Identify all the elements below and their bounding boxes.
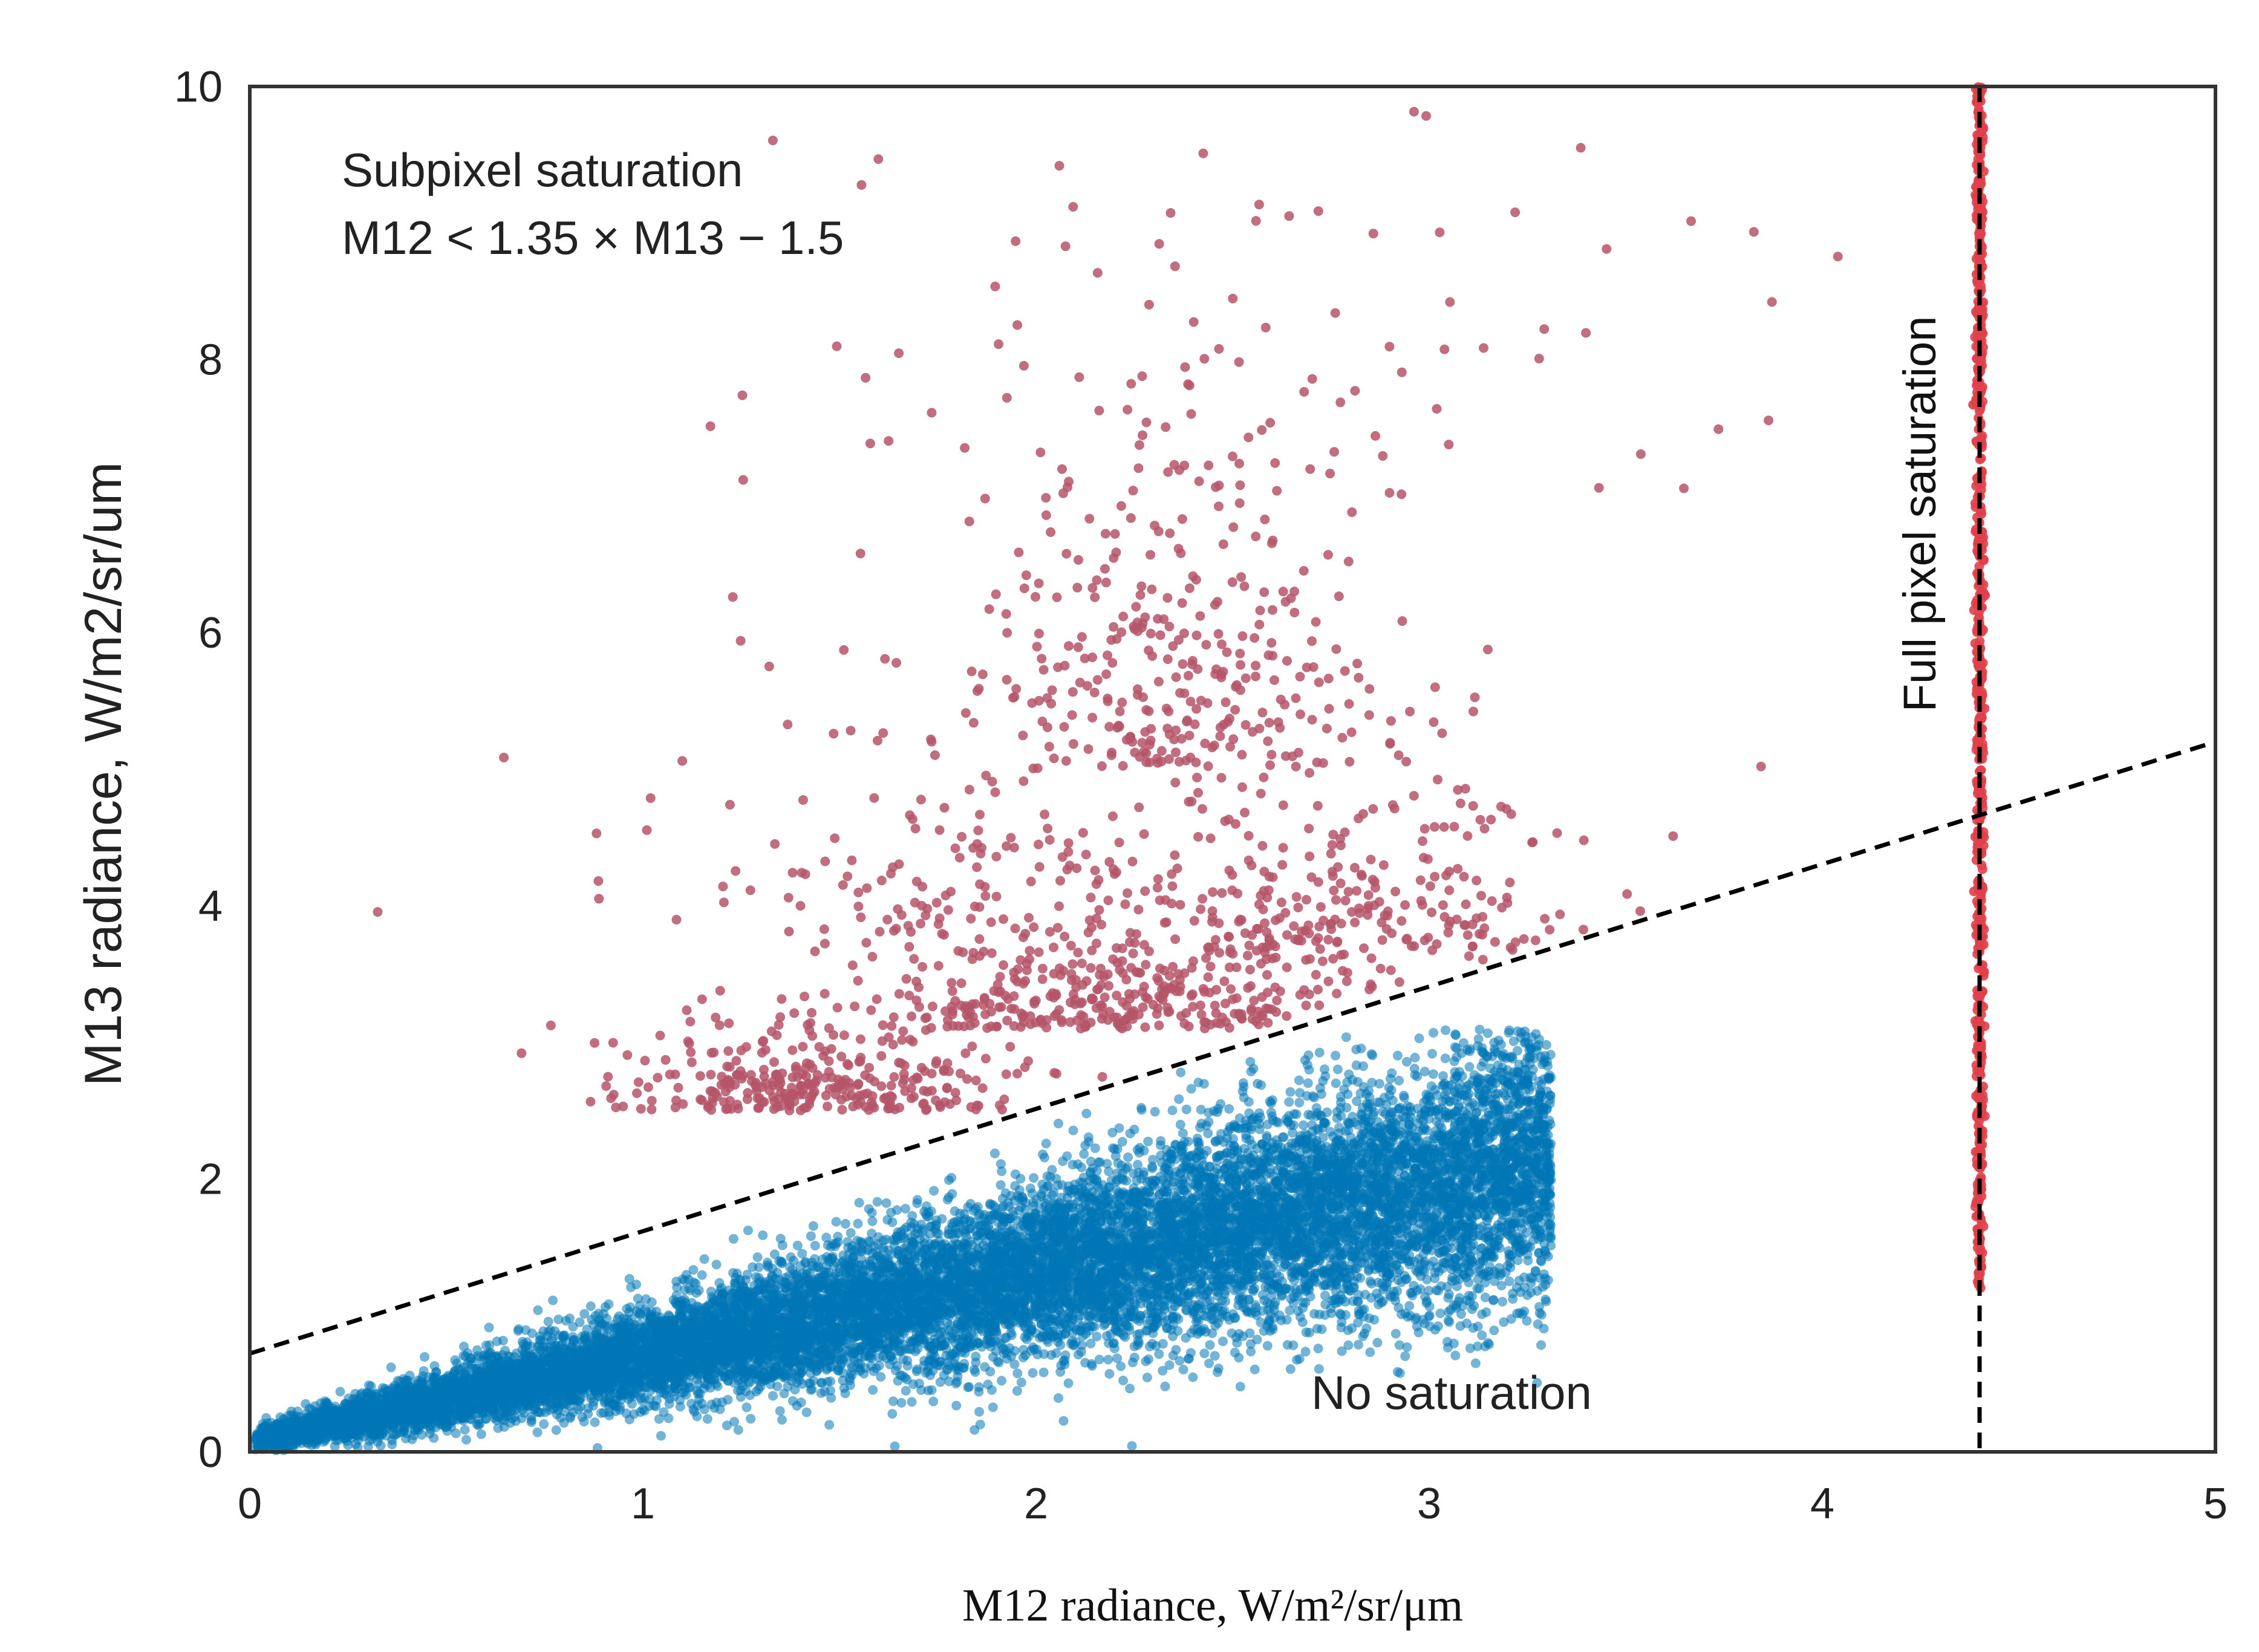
point-no-saturation xyxy=(810,1241,820,1250)
point-no-saturation xyxy=(1354,1339,1363,1350)
point-no-saturation xyxy=(768,1391,778,1401)
point-no-saturation xyxy=(1344,1069,1354,1079)
point-no-saturation xyxy=(1390,1328,1401,1339)
point-no-saturation xyxy=(548,1295,558,1306)
point-no-saturation xyxy=(868,1385,878,1395)
point-no-saturation xyxy=(1300,1347,1311,1357)
point-no-saturation xyxy=(1238,1078,1248,1088)
point-no-saturation xyxy=(492,1336,502,1347)
point-no-saturation xyxy=(1029,1173,1039,1183)
point-no-saturation xyxy=(1054,1393,1063,1403)
point-no-saturation xyxy=(1205,1340,1215,1350)
point-no-saturation xyxy=(1475,1024,1485,1035)
point-no-saturation xyxy=(1178,1128,1188,1139)
point-no-saturation xyxy=(1028,1368,1038,1378)
point-no-saturation xyxy=(881,1198,892,1208)
point-no-saturation xyxy=(1155,1140,1165,1150)
point-no-saturation xyxy=(1435,1309,1446,1318)
point-no-saturation xyxy=(872,1197,882,1207)
points-layer xyxy=(249,82,1990,1455)
point-no-saturation xyxy=(1086,1338,1096,1348)
point-no-saturation xyxy=(997,1166,1007,1177)
point-no-saturation xyxy=(733,1425,743,1435)
point-no-saturation xyxy=(1332,1064,1343,1075)
point-no-saturation xyxy=(1414,1033,1424,1044)
point-no-saturation xyxy=(796,1397,806,1408)
series-no-saturation xyxy=(249,1024,1556,1455)
point-no-saturation xyxy=(1218,1336,1228,1347)
point-no-saturation xyxy=(335,1387,345,1397)
point-no-saturation xyxy=(928,1396,939,1406)
point-no-saturation xyxy=(1470,1358,1481,1368)
point-no-saturation xyxy=(901,1203,910,1214)
point-no-saturation xyxy=(1317,1324,1327,1335)
point-no-saturation xyxy=(867,1216,878,1226)
point-no-saturation xyxy=(1303,1110,1314,1120)
point-no-saturation xyxy=(1127,1441,1137,1451)
point-no-saturation xyxy=(702,1414,712,1424)
point-no-saturation xyxy=(971,1351,981,1362)
point-no-saturation xyxy=(1284,1097,1294,1107)
point-no-saturation xyxy=(1038,1367,1049,1377)
point-no-saturation xyxy=(1204,1358,1214,1368)
point-no-saturation xyxy=(1186,1084,1196,1094)
point-no-saturation xyxy=(777,1415,787,1425)
point-no-saturation xyxy=(1227,1328,1237,1338)
point-no-saturation xyxy=(1181,1104,1191,1114)
point-no-saturation xyxy=(1326,1308,1337,1318)
point-no-saturation xyxy=(1331,1050,1340,1061)
point-no-saturation xyxy=(1199,1348,1210,1359)
point-no-saturation xyxy=(1144,1341,1155,1351)
point-no-saturation xyxy=(688,1265,699,1275)
point-no-saturation xyxy=(935,1377,945,1387)
point-no-saturation xyxy=(579,1309,590,1319)
point-no-saturation xyxy=(1144,1354,1153,1364)
point-no-saturation xyxy=(1427,1049,1437,1059)
point-no-saturation xyxy=(996,1159,1006,1169)
point-no-saturation xyxy=(970,1367,980,1377)
point-no-saturation xyxy=(476,1429,486,1439)
point-no-saturation xyxy=(1410,1053,1420,1062)
point-no-saturation xyxy=(697,1270,707,1280)
point-no-saturation xyxy=(539,1419,549,1429)
point-no-saturation xyxy=(806,1231,816,1241)
point-no-saturation xyxy=(1012,1368,1023,1379)
point-no-saturation xyxy=(1498,1296,1508,1307)
point-no-saturation xyxy=(887,1409,898,1419)
point-no-saturation xyxy=(1420,1067,1430,1077)
point-no-saturation xyxy=(1178,1365,1188,1374)
point-no-saturation xyxy=(1464,1062,1475,1072)
point-no-saturation xyxy=(1158,1365,1168,1376)
point-no-saturation xyxy=(1314,1047,1325,1058)
point-no-saturation xyxy=(929,1186,939,1196)
point-no-saturation xyxy=(1292,1354,1302,1365)
point-no-saturation xyxy=(1450,1350,1461,1361)
point-no-saturation xyxy=(1253,1079,1263,1089)
point-no-saturation xyxy=(840,1218,850,1229)
point-no-saturation xyxy=(890,1441,900,1451)
point-no-saturation xyxy=(1295,1088,1305,1098)
point-no-saturation xyxy=(1167,1105,1178,1116)
point-no-saturation xyxy=(907,1397,917,1407)
point-no-saturation xyxy=(1125,1384,1135,1394)
point-no-saturation xyxy=(420,1352,429,1362)
